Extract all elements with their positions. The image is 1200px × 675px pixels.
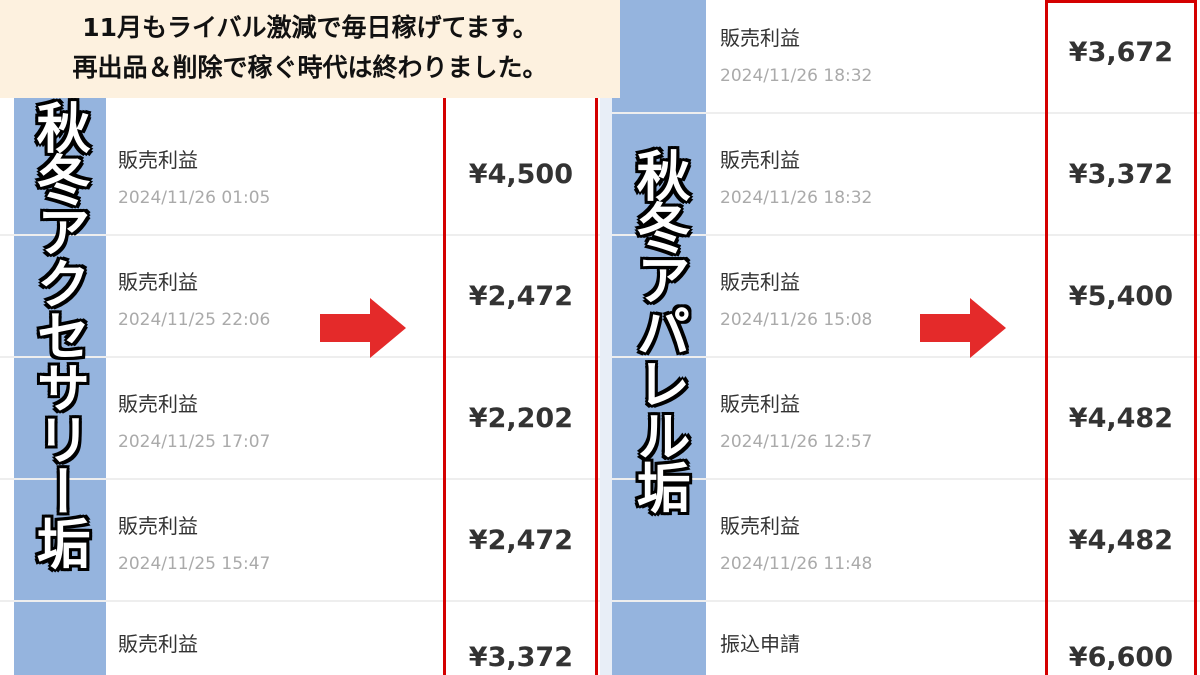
transaction-label: 販売利益 (118, 148, 198, 172)
transaction-label: 振込申請 (720, 632, 800, 656)
transaction-row[interactable]: 販売利益 2024/11/26 18:32 ¥3,372 (612, 114, 1200, 236)
transaction-amount: ¥2,472 (468, 281, 573, 312)
transaction-date: 2024/11/25 15:47 (118, 554, 271, 574)
transaction-amount: ¥5,400 (1068, 281, 1173, 312)
amount-highlight-box (443, 95, 598, 675)
transaction-row[interactable]: 振込申請 ¥6,600 (612, 602, 1200, 675)
caption-banner: 11月もライバル激減で毎日稼げてます。 再出品＆削除で稼ぐ時代は終わりました。 (0, 0, 620, 98)
transaction-date: 2024/11/26 12:57 (720, 432, 873, 452)
transaction-date: 2024/11/26 15:08 (720, 310, 873, 330)
transaction-row[interactable]: 販売利益 2024/11/26 01:05 ¥4,500 (0, 114, 600, 236)
transaction-row[interactable]: 販売利益 ¥3,372 (0, 602, 600, 675)
transaction-label: 販売利益 (118, 514, 198, 538)
transaction-date: 2024/11/26 18:32 (720, 188, 873, 208)
transaction-label: 販売利益 (720, 148, 800, 172)
transaction-date: 2024/11/26 18:32 (720, 66, 873, 86)
transaction-date: 2024/11/25 22:06 (118, 310, 271, 330)
transaction-amount: ¥4,500 (468, 159, 573, 190)
transaction-row[interactable]: 販売利益 2024/11/26 11:48 ¥4,482 (612, 480, 1200, 602)
transaction-row[interactable]: 販売利益 2024/11/25 22:06 ¥2,472 (0, 236, 600, 358)
transaction-amount: ¥2,472 (468, 525, 573, 556)
transaction-amount: ¥2,202 (468, 403, 573, 434)
transaction-row[interactable]: 販売利益 2024/11/25 15:47 ¥2,472 (0, 480, 600, 602)
left-sales-panel: 販売利益 2024/11/26 01:05 ¥4,500 販売利益 2024/11… (0, 0, 600, 675)
thumbnail-strip (14, 0, 106, 675)
transaction-date: 2024/11/25 17:07 (118, 432, 271, 452)
account-title: 秋冬アクセサリー垢 (27, 100, 90, 568)
transaction-amount: ¥4,482 (1068, 525, 1173, 556)
transaction-label: 販売利益 (720, 392, 800, 416)
account-title: 秋冬アパレル垢 (627, 148, 690, 512)
amount-highlight-box (1045, 0, 1197, 675)
transaction-label: 販売利益 (720, 270, 800, 294)
transaction-label: 販売利益 (720, 514, 800, 538)
transaction-row[interactable]: 販売利益 2024/11/26 15:08 ¥5,400 (612, 236, 1200, 358)
transaction-date: 2024/11/26 11:48 (720, 554, 873, 574)
transaction-amount: ¥3,372 (468, 642, 573, 673)
right-arrow-icon (920, 298, 1006, 358)
transaction-label: 販売利益 (118, 392, 198, 416)
panel-divider (600, 0, 612, 675)
caption-line-2: 再出品＆削除で稼ぐ時代は終わりました。 (72, 53, 548, 82)
transaction-label: 販売利益 (118, 632, 198, 656)
transaction-row[interactable]: 販売利益 2024/11/26 12:57 ¥4,482 (612, 358, 1200, 480)
transaction-row[interactable]: 販売利益 2024/11/25 17:07 ¥2,202 (0, 358, 600, 480)
transaction-date: 2024/11/26 01:05 (118, 188, 271, 208)
transaction-amount: ¥6,600 (1068, 642, 1173, 673)
transaction-label: 販売利益 (720, 26, 800, 50)
right-arrow-icon (320, 298, 406, 358)
transaction-row[interactable]: 販売利益 2024/11/26 18:32 ¥3,672 (612, 0, 1200, 114)
right-sales-panel: 販売利益 2024/11/26 18:32 ¥3,672 販売利益 2024/11… (612, 0, 1200, 675)
transaction-amount: ¥3,372 (1068, 159, 1173, 190)
caption-line-1: 11月もライバル激減で毎日稼げてます。 (82, 13, 538, 42)
transaction-label: 販売利益 (118, 270, 198, 294)
transaction-amount: ¥4,482 (1068, 403, 1173, 434)
transaction-amount: ¥3,672 (1068, 37, 1173, 68)
